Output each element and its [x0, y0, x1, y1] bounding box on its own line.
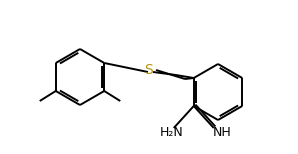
Text: H₂N: H₂N [160, 126, 184, 140]
Text: NH: NH [212, 126, 231, 140]
Text: S: S [145, 63, 153, 77]
